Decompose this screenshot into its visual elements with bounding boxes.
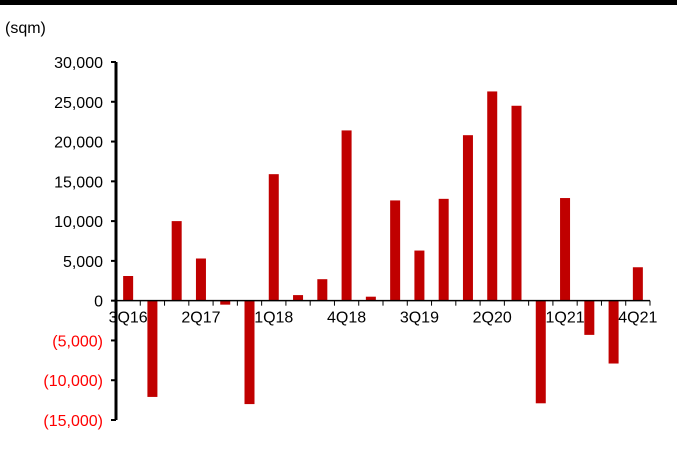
bar-1q17	[171, 221, 182, 301]
y-tick-label: 5,000	[63, 254, 103, 271]
bar-1q20	[462, 135, 473, 301]
bar-2q18	[293, 295, 304, 301]
y-tick-label: (15,000)	[43, 413, 103, 430]
y-tick-label: 30,000	[54, 55, 103, 72]
top-rule	[0, 0, 677, 5]
y-tick-label: 0	[94, 294, 103, 311]
x-tick-label: 3Q16	[109, 310, 148, 327]
x-tick-label: 2Q17	[181, 310, 220, 327]
y-tick-label: (10,000)	[43, 373, 103, 390]
axes-group	[111, 61, 651, 421]
bar-1q21	[560, 198, 571, 301]
bar-3q17	[220, 300, 231, 305]
y-tick-label: 25,000	[54, 95, 103, 112]
bar-3q20	[511, 105, 522, 301]
y-unit-label: (sqm)	[5, 20, 46, 37]
bar-2q17	[195, 258, 206, 301]
bar-2q19	[390, 200, 401, 301]
y-tick-label: (5,000)	[52, 333, 103, 350]
bar-2q20	[487, 91, 498, 301]
bar-1q19	[365, 296, 376, 301]
bar-1q18	[268, 174, 279, 301]
bars-group	[123, 91, 643, 405]
y-tick-label: 20,000	[54, 135, 103, 152]
bar-4q16	[147, 300, 158, 397]
x-tick-label: 1Q18	[254, 310, 293, 327]
x-tick-label: 1Q21	[545, 310, 584, 327]
bar-4q20	[535, 300, 546, 404]
bar-4q21	[632, 267, 643, 301]
bar-3q18	[317, 279, 328, 301]
y-tick-labels: 30,000 25,000 20,000 15,000 10,000 5,000 0 (5,0…	[43, 55, 103, 430]
x-tick-label: 4Q21	[618, 310, 657, 327]
bar-3q21	[608, 300, 619, 364]
x-tick-labels: 3Q16 2Q17 1Q18 4Q18 3Q19 2Q20 1Q21 4Q21	[109, 310, 658, 327]
bar-2q21	[584, 300, 595, 335]
bar-4q17	[244, 300, 255, 405]
bar-3q16	[123, 276, 134, 301]
bar-4q18	[341, 130, 352, 301]
y-tick-label: 15,000	[54, 174, 103, 191]
x-tick-label: 2Q20	[473, 310, 512, 327]
x-tick-label: 3Q19	[400, 310, 439, 327]
y-tick-label: 10,000	[54, 214, 103, 231]
bar-3q19	[414, 250, 425, 301]
bar-4q19	[438, 198, 449, 301]
x-tick-label: 4Q18	[327, 310, 366, 327]
